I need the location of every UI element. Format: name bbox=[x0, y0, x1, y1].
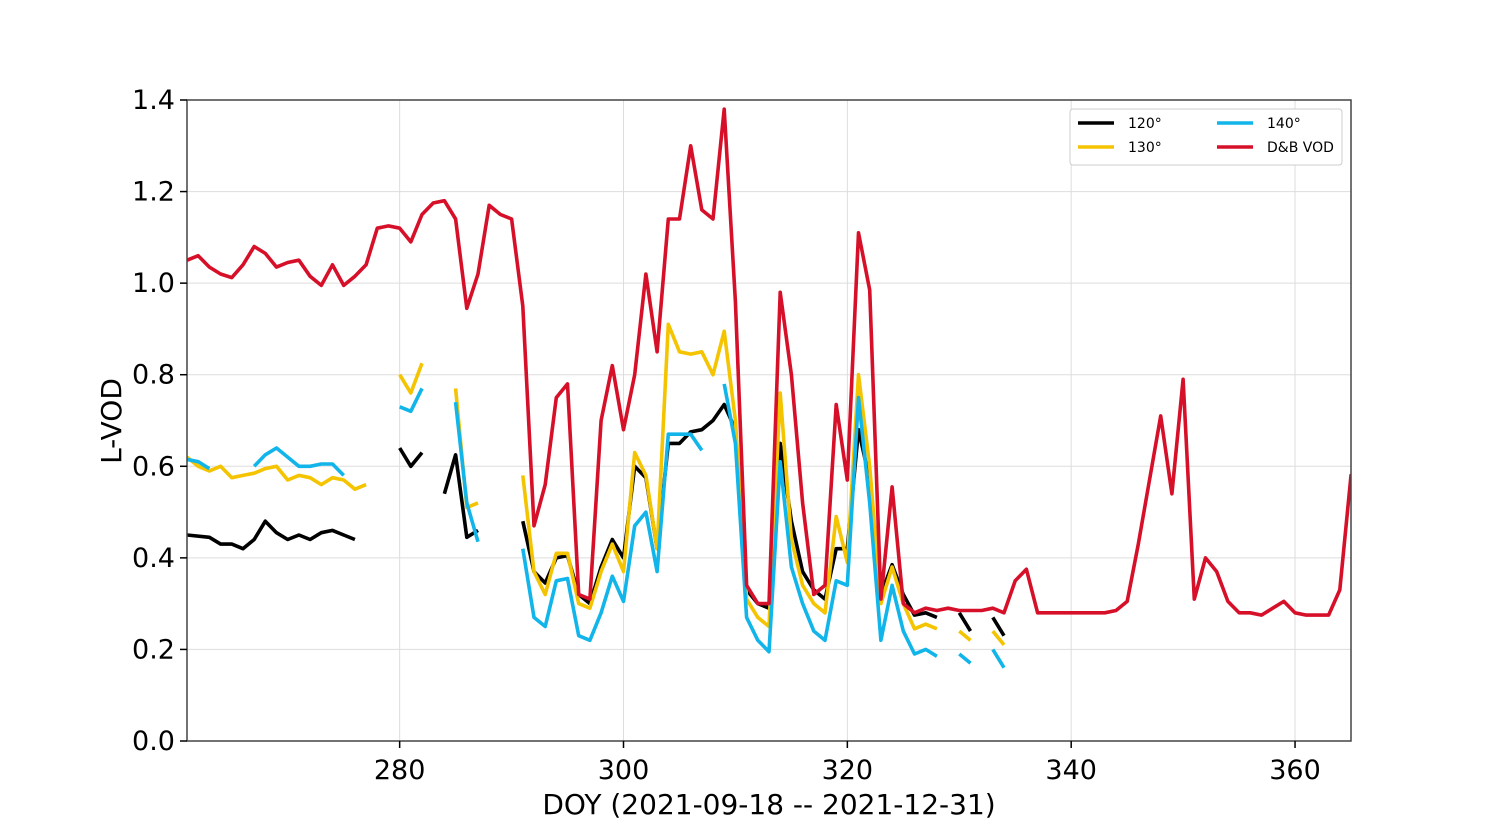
series-line-140 bbox=[958, 652, 972, 665]
y-tick-label: 1.0 bbox=[132, 268, 175, 299]
plot-frame bbox=[186, 99, 1352, 742]
series-line-130 bbox=[958, 629, 972, 642]
x-tick-label: 340 bbox=[1045, 755, 1097, 786]
y-tick-label: 1.2 bbox=[132, 177, 175, 208]
series-line-120 bbox=[398, 447, 424, 469]
legend-label: D&B VOD bbox=[1267, 140, 1334, 156]
series-line-120 bbox=[442, 452, 479, 540]
series-line-130 bbox=[398, 362, 424, 395]
legend-label: 130° bbox=[1128, 140, 1162, 156]
series-line-140 bbox=[187, 457, 211, 471]
series-lines bbox=[187, 107, 1351, 669]
legend-label: 120° bbox=[1128, 116, 1162, 132]
series-line-140 bbox=[521, 432, 704, 643]
series-line-120 bbox=[991, 616, 1006, 637]
series-line-140 bbox=[252, 446, 345, 477]
series-line-140 bbox=[453, 402, 480, 543]
legend-box bbox=[1069, 108, 1343, 166]
x-tick-label: 320 bbox=[822, 755, 874, 786]
series-line-140 bbox=[991, 648, 1006, 669]
y-tick-label: 0.8 bbox=[132, 360, 175, 391]
y-tick-label: 0.0 bbox=[132, 726, 175, 757]
series-line-120 bbox=[957, 611, 973, 633]
legend: 120° 130° 140° D&B VOD bbox=[1069, 108, 1343, 166]
series-line-130 bbox=[521, 322, 938, 631]
x-tick-label: 280 bbox=[374, 755, 426, 786]
y-tick-label: 0.2 bbox=[132, 634, 175, 665]
series-line-130 bbox=[187, 455, 367, 492]
series-line-130 bbox=[991, 629, 1006, 647]
y-axis-label: L-VOD bbox=[95, 378, 128, 464]
series-line-140 bbox=[722, 383, 938, 658]
series-line-120 bbox=[187, 519, 356, 551]
series-line-d-b-vod bbox=[187, 107, 1351, 617]
x-tick-label: 300 bbox=[598, 755, 650, 786]
axis-ticks: 0.0 0.2 0.4 0.6 0.8 1.0 1.2 1.4 280 300 320 340 360 bbox=[132, 85, 1321, 786]
y-tick-label: 1.4 bbox=[132, 85, 175, 116]
y-tick-label: 0.6 bbox=[132, 451, 175, 482]
x-tick-label: 360 bbox=[1269, 755, 1321, 786]
x-axis-label: DOY (2021-09-18 -- 2021-12-31) bbox=[542, 788, 995, 821]
legend-label: 140° bbox=[1267, 116, 1301, 132]
series-line-140 bbox=[399, 387, 424, 414]
y-tick-label: 0.4 bbox=[132, 543, 175, 574]
